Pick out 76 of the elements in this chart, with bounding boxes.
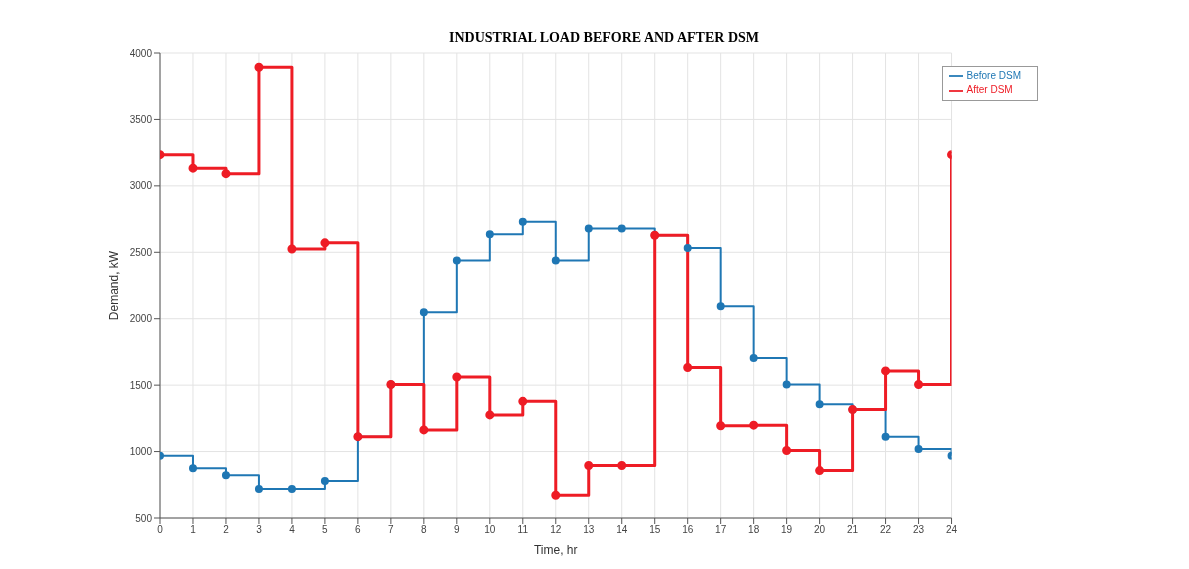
x-tick-label: 13: [583, 524, 595, 536]
y-tick-label: 500: [135, 512, 153, 524]
x-tick-label: 19: [781, 524, 793, 536]
point: [518, 396, 528, 406]
point: [287, 244, 297, 254]
y-tick-label: 3000: [129, 180, 153, 192]
point: [815, 466, 825, 476]
x-tick-label: 20: [814, 524, 826, 536]
x-tick-label: 4: [289, 524, 296, 536]
y-tick-label: 1000: [129, 446, 153, 458]
point: [320, 238, 330, 248]
point: [221, 471, 230, 480]
x-tick-label: 18: [748, 524, 760, 536]
x-tick-label: 6: [355, 524, 362, 536]
y-tick-label: 2000: [129, 313, 153, 325]
x-tick-label: 3: [256, 524, 263, 536]
y-axis-title: Demand, kW: [107, 250, 122, 321]
point: [584, 461, 594, 471]
point: [221, 169, 231, 179]
point: [782, 380, 791, 389]
point: [617, 224, 626, 233]
point: [782, 446, 792, 456]
x-tick-label: 23: [912, 524, 925, 536]
x-tick-label: 1: [190, 524, 197, 536]
point: [254, 62, 264, 72]
y-tick-label: 1500: [129, 379, 153, 391]
x-tick-label: 7: [388, 524, 395, 536]
point: [188, 464, 197, 473]
x-tick-label: 5: [322, 524, 329, 536]
point: [320, 477, 329, 486]
point: [254, 484, 263, 493]
point: [584, 224, 593, 233]
point: [716, 421, 726, 431]
point: [419, 308, 428, 317]
point: [617, 461, 627, 471]
x-tick-label: 16: [682, 524, 694, 536]
point: [683, 362, 693, 372]
x-tick-label: 12: [550, 524, 562, 536]
point: [188, 163, 198, 173]
legend-label: After DSM: [966, 84, 1013, 96]
point: [815, 400, 824, 409]
point: [518, 217, 527, 226]
point: [683, 243, 692, 252]
point: [551, 256, 560, 265]
point: [716, 302, 725, 311]
point: [749, 354, 758, 363]
y-tick-label: 3500: [129, 113, 153, 125]
x-tick-label: 0: [157, 524, 164, 536]
x-tick-label: 8: [421, 524, 428, 536]
x-tick-label: 15: [649, 524, 661, 536]
point: [551, 490, 561, 500]
x-tick-label: 22: [880, 524, 892, 536]
x-tick-label: 24: [945, 524, 958, 536]
point: [452, 372, 462, 382]
legend-label: Before DSM: [966, 70, 1021, 81]
point: [287, 484, 296, 493]
x-tick-label: 10: [484, 524, 496, 536]
x-tick-label: 21: [847, 524, 859, 536]
point: [881, 366, 891, 376]
x-tick-label: 17: [715, 524, 727, 536]
point: [485, 230, 494, 239]
x-tick-label: 11: [517, 524, 529, 536]
x-tick-label: 2: [223, 524, 230, 536]
point: [749, 420, 759, 430]
point: [914, 379, 924, 389]
chart-title: INDUSTRIAL LOAD BEFORE AND AFTER DSM: [448, 30, 760, 46]
point: [419, 425, 429, 435]
x-tick-label: 9: [454, 524, 461, 536]
y-tick-label: 4000: [129, 47, 153, 59]
y-tick-label: 2500: [129, 246, 153, 258]
x-tick-label: 14: [616, 524, 628, 536]
x-axis-title: Time, hr: [533, 543, 578, 557]
point: [914, 444, 923, 453]
point: [452, 256, 461, 265]
point: [881, 432, 890, 441]
point: [485, 410, 495, 420]
